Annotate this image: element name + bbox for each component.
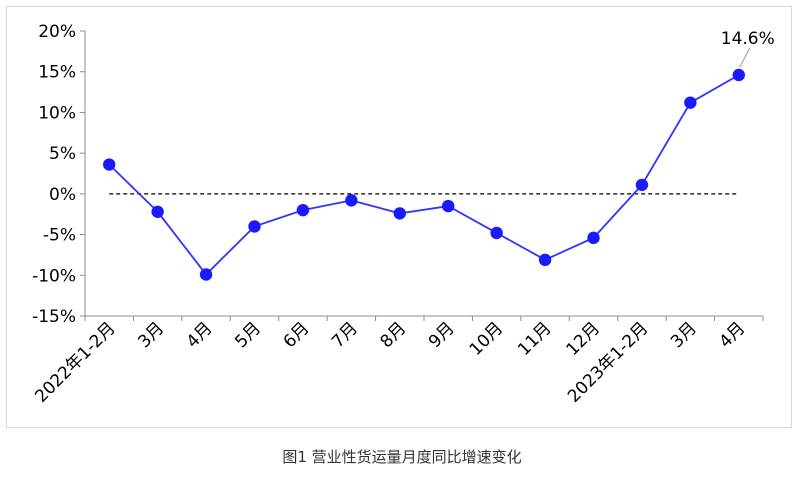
annotation-leader — [739, 47, 751, 68]
x-tick-label: 6月 — [280, 318, 314, 352]
data-point — [587, 231, 600, 245]
data-point — [199, 268, 213, 281]
x-tick-label: 12月 — [563, 318, 604, 359]
data-point — [442, 199, 455, 213]
x-tick-label: 2022年1-2月 — [31, 318, 119, 406]
x-tick-label: 7月 — [328, 318, 362, 352]
data-point — [248, 220, 261, 233]
x-tick-label: 11月 — [514, 318, 555, 359]
x-tick-label: 10月 — [466, 318, 507, 359]
x-tick-label: 3月 — [667, 318, 701, 352]
y-tick-label: -10% — [32, 266, 76, 286]
data-point — [296, 203, 310, 217]
y-tick-label: 15% — [38, 63, 76, 83]
chart-caption: 图1 营业性货运量月度同比增速变化 — [282, 448, 522, 466]
data-point — [345, 194, 358, 207]
y-tick-label: 10% — [38, 103, 76, 123]
data-point — [490, 226, 503, 240]
y-tick-label: -15% — [32, 307, 76, 327]
line-chart: -15% -10% -5% 0% 5% 10% 15% 20% 2022年1-2月 3月 4月 5月 6… — [31, 22, 775, 407]
x-tick-label: 4月 — [183, 318, 217, 352]
data-point — [684, 96, 697, 109]
y-tick-label: 20% — [38, 22, 76, 42]
annotation-label: 14.6% — [721, 29, 775, 49]
data-point — [151, 205, 164, 218]
data-point — [635, 178, 649, 192]
y-tick-label: 0% — [49, 185, 76, 205]
x-tick-label: 9月 — [425, 318, 459, 352]
x-tick-label: 8月 — [377, 318, 411, 352]
data-point — [103, 158, 116, 171]
data-point — [393, 207, 406, 220]
series-line — [108, 74, 740, 276]
data-point — [732, 68, 745, 82]
x-tick-label: 3月 — [134, 318, 168, 352]
y-tick-label: 5% — [49, 144, 76, 164]
chart-frame: -15% -10% -5% 0% 5% 10% 15% 20% 2022年1-2月 3月 4月 5月 6… — [6, 6, 792, 428]
x-tick-label: 4月 — [716, 318, 750, 352]
y-tick-label: -5% — [43, 226, 76, 246]
x-tick-label: 5月 — [231, 318, 265, 352]
data-point — [538, 253, 552, 267]
